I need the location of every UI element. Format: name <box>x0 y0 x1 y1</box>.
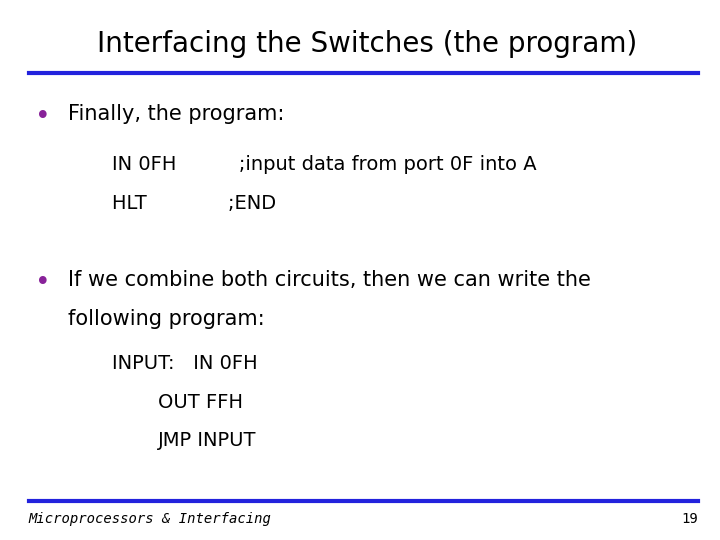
Text: INPUT:   IN 0FH: INPUT: IN 0FH <box>112 354 257 373</box>
Text: IN 0FH          ;input data from port 0F into A: IN 0FH ;input data from port 0F into A <box>112 155 536 174</box>
Text: Finally, the program:: Finally, the program: <box>68 104 285 124</box>
Text: HLT             ;END: HLT ;END <box>112 194 276 213</box>
Text: 19: 19 <box>682 512 698 526</box>
Text: Microprocessors & Interfacing: Microprocessors & Interfacing <box>29 512 271 526</box>
Text: •: • <box>35 104 50 130</box>
Text: If we combine both circuits, then we can write the: If we combine both circuits, then we can… <box>68 270 591 290</box>
Text: following program:: following program: <box>68 309 265 329</box>
Text: OUT FFH: OUT FFH <box>158 393 243 411</box>
Text: •: • <box>35 270 50 296</box>
Text: Interfacing the Switches (the program): Interfacing the Switches (the program) <box>97 30 637 58</box>
Text: JMP INPUT: JMP INPUT <box>158 431 257 450</box>
